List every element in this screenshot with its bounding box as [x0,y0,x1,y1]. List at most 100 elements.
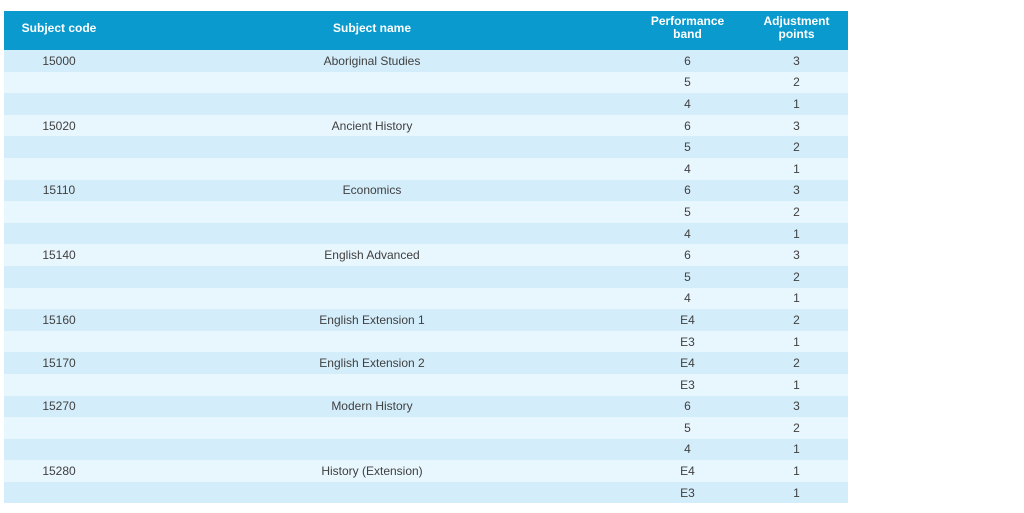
cell-code [4,72,114,94]
cell-band: 6 [684,53,691,68]
cell-name [114,223,630,245]
cell-points: 2 [793,420,800,435]
cell-points: 1 [793,485,800,500]
table-row: 15270 Modern History 6 3 [4,395,848,418]
cell-points: 1 [793,96,800,111]
column-header-adjustment-points: Adjustment points [763,14,830,41]
cell-name [114,482,630,504]
cell-code [4,331,114,353]
cell-band: 5 [684,420,691,435]
table-header-row: Subject code Subject name Performance ba… [4,11,848,50]
cell-code: 15280 [42,464,76,479]
cell-code [4,417,114,439]
cell-points: 3 [793,183,800,198]
cell-points: 3 [793,248,800,263]
cell-points: 1 [793,377,800,392]
cell-points: 2 [793,356,800,371]
cell-band: 5 [684,75,691,90]
cell-band: 4 [684,442,691,457]
cell-points: 3 [793,53,800,68]
table-row: 15000 Aboriginal Studies 6 3 [4,50,848,72]
cell-name: Modern History [331,399,413,414]
cell-name [114,288,630,310]
table-row: 15110 Economics 6 3 [4,179,848,202]
cell-code [4,288,114,310]
cell-band: E3 [680,485,695,500]
cell-name [114,439,630,461]
cell-band: E4 [680,464,695,479]
cell-name [114,417,630,439]
cell-band: 4 [684,226,691,241]
cell-name: English Extension 1 [319,312,425,327]
cell-code: 15160 [42,312,76,327]
cell-points: 1 [793,161,800,176]
cell-name: English Advanced [324,248,420,263]
table-row: E3 1 [4,330,848,353]
column-header-subject-name: Subject name [332,20,412,35]
cell-name [114,201,630,223]
cell-code [4,158,114,180]
cell-code [4,93,114,115]
cell-band: 4 [684,291,691,306]
table-row: 15020 Ancient History 6 3 [4,114,848,137]
cell-name [114,158,630,180]
cell-name [114,93,630,115]
cell-points: 1 [793,291,800,306]
cell-points: 2 [793,269,800,284]
cell-band: E3 [680,377,695,392]
cell-band: 5 [684,140,691,155]
cell-band: E3 [680,334,695,349]
cell-code [4,266,114,288]
cell-name: English Extension 2 [319,356,425,371]
cell-name: Aboriginal Studies [323,53,421,68]
cell-points: 2 [793,312,800,327]
cell-band: 5 [684,204,691,219]
column-header-subject-code: Subject code [21,20,97,35]
table-row: E3 1 [4,481,848,504]
cell-name [114,72,630,94]
cell-band: 6 [684,118,691,133]
cell-code: 15020 [42,118,76,133]
cell-name [114,266,630,288]
cell-band: E4 [680,312,695,327]
table-row: 15160 English Extension 1 E4 2 [4,309,848,331]
cell-code [4,482,114,504]
table-row: 15140 English Advanced 6 3 [4,244,848,266]
table-row: E3 1 [4,373,848,396]
cell-code [4,223,114,245]
cell-points: 3 [793,399,800,414]
cell-code: 15140 [42,248,76,263]
cell-name [114,136,630,158]
subjects-table: Subject code Subject name Performance ba… [4,11,848,504]
cell-points: 2 [793,140,800,155]
cell-code: 15000 [42,53,76,68]
cell-code: 15110 [42,183,76,198]
cell-code: 15270 [42,399,76,414]
cell-band: 4 [684,96,691,111]
cell-band: 6 [684,248,691,263]
table-row: 15280 History (Extension) E4 1 [4,460,848,482]
table-row: 15170 English Extension 2 E4 2 [4,352,848,374]
cell-code [4,136,114,158]
cell-points: 1 [793,334,800,349]
cell-band: 6 [684,399,691,414]
cell-points: 1 [793,464,800,479]
cell-code [4,201,114,223]
cell-band: 6 [684,183,691,198]
cell-name: Economics [342,183,402,198]
cell-code [4,374,114,396]
cell-name [114,374,630,396]
cell-band: E4 [680,356,695,371]
cell-name [114,331,630,353]
